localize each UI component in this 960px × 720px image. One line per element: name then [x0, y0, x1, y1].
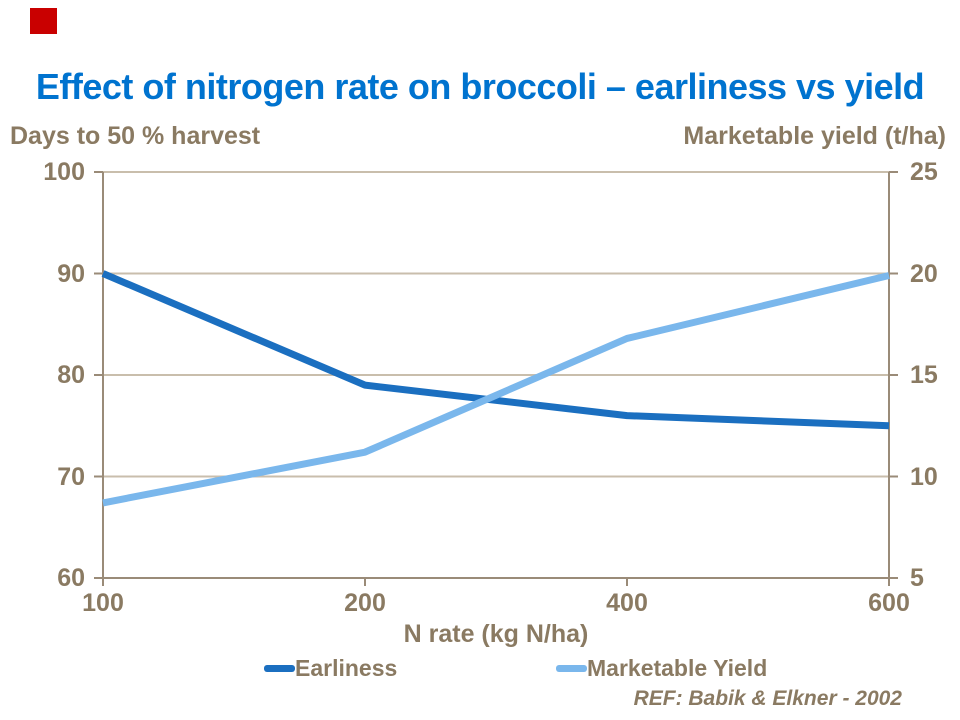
- axis-tick-label: 400: [606, 589, 648, 617]
- x-axis-title: N rate (kg N/ha): [403, 620, 589, 648]
- axis-tick-label: 90: [57, 259, 85, 288]
- earliness-line-swatch: [264, 664, 295, 672]
- legend-label-earliness: Earliness: [295, 655, 398, 681]
- right-axis-title: Marketable yield (t/ha): [683, 122, 946, 150]
- right-axis-tick-labels: 25 20 15 10 5: [910, 0, 960, 720]
- marketable-yield-line: [102, 272, 890, 507]
- axis-tick-label: 10: [910, 462, 938, 491]
- legend-label-marketable-yield: Marketable Yield: [587, 655, 768, 681]
- axis-tick-label: 15: [910, 361, 938, 389]
- axis-tick-label: 20: [910, 259, 938, 288]
- axis-tick-label: 200: [344, 589, 386, 617]
- marketable-yield-line-swatch: [556, 664, 587, 672]
- axis-tick-label: 100: [43, 158, 85, 186]
- axis-tick-label: 70: [57, 462, 85, 491]
- axis-tick-label: 100: [82, 589, 124, 617]
- legend-entry-marketable-yield: Marketable Yield: [556, 655, 767, 681]
- left-axis-title: Days to 50 % harvest: [10, 122, 261, 150]
- earliness-line: [101, 270, 890, 430]
- legend-entry-earliness: Earliness: [264, 655, 397, 681]
- chart-title: Effect of nitrogen rate on broccoli – ea…: [35, 66, 925, 107]
- left-axis-tick-labels: 100 90 80 70 60: [20, 0, 85, 720]
- axis-tick-label: 25: [910, 158, 938, 186]
- ref-note: REF: Babik & Elkner - 2002: [633, 687, 902, 710]
- axis-tick-label: 5: [910, 564, 924, 592]
- red-accent-square: [30, 8, 57, 34]
- axis-tick-label: 80: [57, 361, 85, 389]
- axis-tick-label: 60: [57, 564, 85, 592]
- axis-tick-label: 600: [868, 589, 910, 617]
